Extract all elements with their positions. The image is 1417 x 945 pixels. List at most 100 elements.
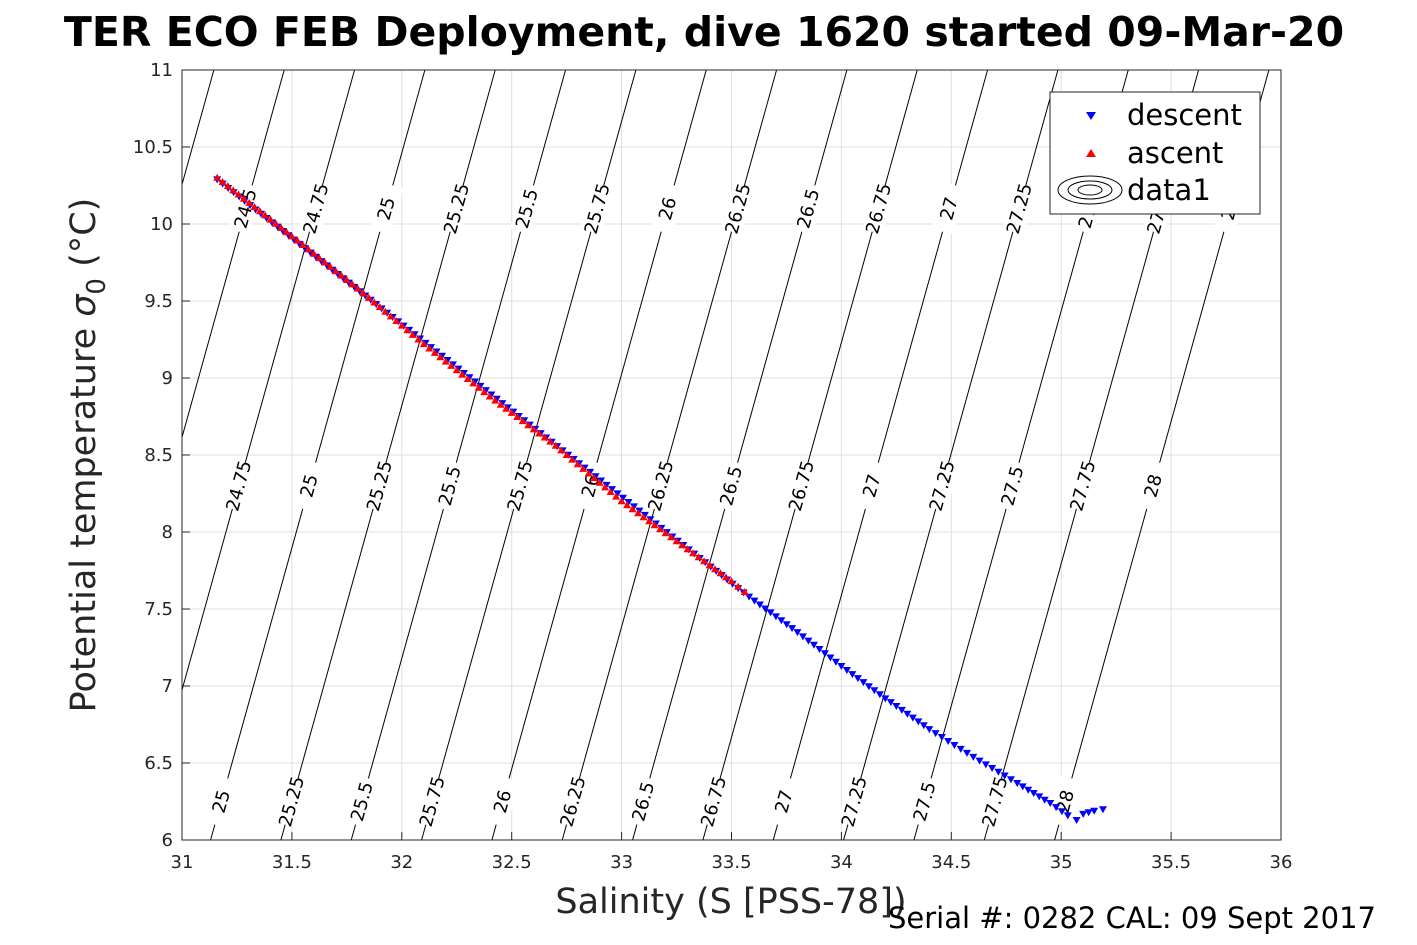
descent-point xyxy=(903,710,912,718)
descent-point xyxy=(963,749,971,757)
descent-point xyxy=(914,718,923,726)
descent-point xyxy=(870,687,879,695)
ascent-point xyxy=(491,396,500,404)
ascent-point xyxy=(705,561,714,569)
isopycnal-label-bg xyxy=(720,182,756,235)
ascent-point xyxy=(722,573,731,581)
descent-point xyxy=(886,699,895,707)
isopycnal-label-bg xyxy=(650,182,685,235)
descent-point xyxy=(994,768,1003,776)
ascent-point xyxy=(650,521,659,529)
descent-point xyxy=(826,654,835,662)
ascent-point xyxy=(430,348,439,356)
isopycnal-label-bg xyxy=(977,775,1013,828)
descent-point xyxy=(761,605,770,613)
isopycnal-label-bg xyxy=(369,182,404,235)
isopycnal-label-bg xyxy=(298,182,334,235)
ascent-point xyxy=(529,425,538,433)
ascent-point xyxy=(535,429,544,437)
x-tick-label: 32.5 xyxy=(492,852,532,873)
descent-point xyxy=(1046,800,1055,808)
y-tick-label: 6.5 xyxy=(144,753,173,774)
ascent-point xyxy=(540,433,549,441)
ascent-point xyxy=(447,361,456,369)
descent-point xyxy=(892,703,901,711)
isopycnal-label-bg xyxy=(221,459,256,512)
isopycnal-label-bg xyxy=(228,182,263,235)
isopycnal-label-bg xyxy=(274,775,309,828)
ascent-point xyxy=(700,557,709,565)
isopycnal-label-bg xyxy=(1002,182,1037,235)
ascent-point xyxy=(612,492,621,500)
isopycnal-label-bg xyxy=(573,459,608,512)
y-axis-label: Potential temperature σ0 (°C) xyxy=(64,198,112,713)
descent-point xyxy=(1063,812,1072,820)
descent-point xyxy=(782,621,791,629)
ascent-point xyxy=(507,408,516,416)
isopycnal-label-bg xyxy=(861,182,896,235)
ascent-point xyxy=(348,280,357,288)
descent-point xyxy=(1090,807,1099,815)
y-tick-label: 8.5 xyxy=(144,445,173,466)
descent-point xyxy=(1000,772,1009,780)
ascent-point xyxy=(342,275,351,283)
descent-point xyxy=(864,683,873,691)
isopycnal-label: 25.5 xyxy=(344,775,379,828)
descent-point xyxy=(919,722,928,730)
isopycnal-label-bg xyxy=(854,459,889,512)
ascent-point xyxy=(496,400,505,408)
ascent-point xyxy=(375,303,384,311)
descent-point xyxy=(809,641,818,649)
ascent-point xyxy=(359,289,368,297)
isopycnal-label-bg xyxy=(555,775,591,828)
legend-ascent-marker xyxy=(1086,149,1096,157)
descent-point xyxy=(777,617,786,625)
descent-point xyxy=(629,503,638,511)
ascent-point xyxy=(234,190,243,198)
x-tick-label: 35.5 xyxy=(1151,852,1191,873)
ascent-point xyxy=(634,509,643,517)
descent-point xyxy=(1084,809,1093,817)
ascent-point xyxy=(392,317,401,325)
descent-point xyxy=(875,691,884,699)
descent-point xyxy=(1057,808,1066,816)
ascent-point xyxy=(277,223,286,231)
isopycnal-label-bg xyxy=(1065,459,1100,512)
ascent-point xyxy=(727,577,736,585)
y-tick-label: 7 xyxy=(162,676,173,697)
y-tick-label: 10 xyxy=(150,214,173,235)
y-tick-label: 6 xyxy=(162,830,173,851)
ascent-point xyxy=(469,379,478,387)
ascent-point xyxy=(689,549,698,557)
descent-point xyxy=(624,499,633,507)
isopycnal-label-bg xyxy=(643,459,678,512)
y-tick-label: 11 xyxy=(150,60,173,81)
descent-point xyxy=(597,477,606,485)
x-tick-label: 31 xyxy=(171,852,194,873)
ascent-point xyxy=(337,271,346,279)
isopycnal-label-bg xyxy=(509,182,545,235)
ascent-point xyxy=(320,258,329,266)
ascent-point xyxy=(452,366,461,374)
ascent-point xyxy=(557,446,566,454)
ascent-point xyxy=(304,245,313,253)
ascent-point xyxy=(568,455,577,463)
descent-point xyxy=(950,741,959,749)
x-tick-label: 31.5 xyxy=(272,852,312,873)
ascent-point xyxy=(255,207,264,215)
ascent-point xyxy=(579,464,588,472)
ascent-point xyxy=(573,460,582,468)
descent-point xyxy=(640,511,649,519)
ascent-point xyxy=(370,298,379,306)
ascent-point xyxy=(245,198,254,206)
isopycnal-label-bg xyxy=(696,775,731,828)
isopycnal-label-bg xyxy=(432,459,467,512)
isopycnal-label-bg xyxy=(907,775,942,828)
descent-point xyxy=(745,593,754,601)
ascent-point xyxy=(590,474,599,482)
isopycnal-label-bg xyxy=(766,775,802,828)
ascent-point xyxy=(551,441,560,449)
ascent-point xyxy=(628,505,637,513)
ascent-point xyxy=(266,215,275,223)
ascent-point xyxy=(474,383,483,391)
